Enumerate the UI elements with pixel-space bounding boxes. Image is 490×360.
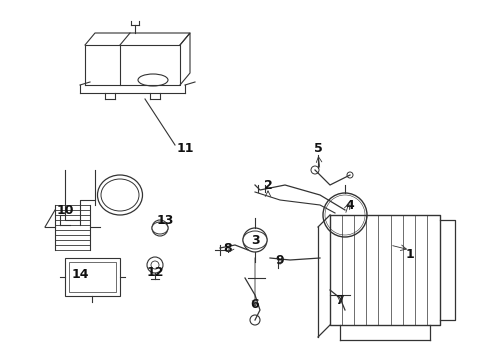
Text: 14: 14 <box>71 269 89 282</box>
Circle shape <box>330 200 360 230</box>
Text: 8: 8 <box>224 242 232 255</box>
Circle shape <box>147 257 163 273</box>
Circle shape <box>311 166 319 174</box>
Bar <box>69 262 116 292</box>
Ellipse shape <box>138 74 168 86</box>
Circle shape <box>323 193 367 237</box>
Text: 1: 1 <box>406 248 415 261</box>
Text: 4: 4 <box>345 198 354 212</box>
Circle shape <box>347 172 353 178</box>
Ellipse shape <box>98 175 143 215</box>
Text: 7: 7 <box>336 293 344 306</box>
Circle shape <box>152 220 168 236</box>
Circle shape <box>337 207 353 223</box>
Circle shape <box>325 195 365 235</box>
Ellipse shape <box>101 179 139 211</box>
Text: 12: 12 <box>146 266 164 279</box>
Circle shape <box>250 315 260 325</box>
Ellipse shape <box>152 222 168 234</box>
Text: 6: 6 <box>251 298 259 311</box>
Bar <box>65 258 120 296</box>
Text: 10: 10 <box>56 203 74 216</box>
Text: 11: 11 <box>176 141 194 154</box>
Circle shape <box>243 228 267 252</box>
Text: 3: 3 <box>251 234 259 247</box>
Circle shape <box>327 197 363 233</box>
Text: 5: 5 <box>314 141 322 154</box>
Text: 9: 9 <box>276 253 284 266</box>
Text: 13: 13 <box>156 213 173 226</box>
Text: 2: 2 <box>264 179 272 192</box>
Circle shape <box>151 261 159 269</box>
Ellipse shape <box>243 231 267 249</box>
